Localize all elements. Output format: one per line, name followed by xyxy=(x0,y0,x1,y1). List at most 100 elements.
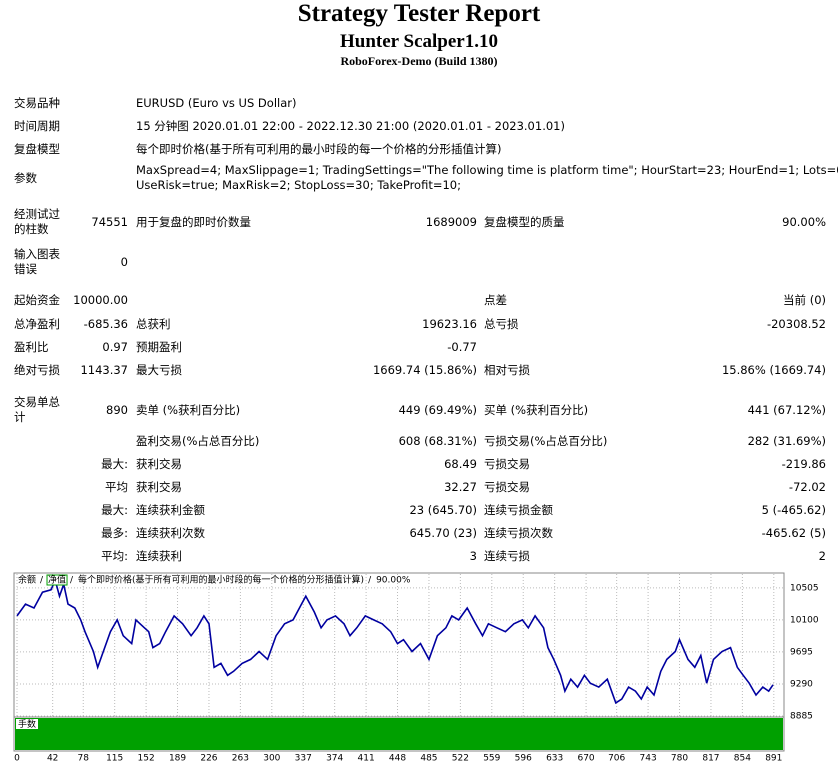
stat-label: 绝对亏损 xyxy=(14,362,60,377)
info-row: 时间周期 15 分钟图 2020.01.01 22:00 - 2022.12.30… xyxy=(0,116,838,136)
stats-row: 经测试过的柱数 74551 用于复盘的即时价数量 1689009 复盘模型的质量 90.0… xyxy=(0,206,838,238)
stat-value: 10000.00 xyxy=(73,292,128,307)
stat-value: 2 xyxy=(818,548,826,563)
stats-row: 绝对亏损 1143.37 最大亏损 1669.74 (15.86%) 相对亏损 15.86… xyxy=(0,360,838,380)
x-tick-label: 374 xyxy=(326,754,343,764)
stat-label: 最大亏损 xyxy=(136,362,182,377)
stat-label: 点差 xyxy=(484,292,507,307)
x-tick-label: 633 xyxy=(546,754,563,764)
x-tick-label: 448 xyxy=(389,754,406,764)
stat-value: 608 (68.31%) xyxy=(398,433,477,448)
stat-value: 当前 (0) xyxy=(783,292,826,307)
x-tick-label: 670 xyxy=(577,754,594,764)
stat-label: 总净盈利 xyxy=(14,316,60,331)
stat-value: -465.62 (5) xyxy=(761,525,826,540)
stat-value: 1669.74 (15.86%) xyxy=(372,362,477,377)
y-tick-label: 10505 xyxy=(790,583,819,593)
x-tick-label: 854 xyxy=(734,754,751,764)
stat-value: 最多: xyxy=(101,525,128,540)
stat-value: 74551 xyxy=(91,214,128,229)
x-tick-label: 115 xyxy=(106,754,123,764)
stat-value: 0 xyxy=(120,254,128,269)
stat-value: 19623.16 xyxy=(422,316,477,331)
stats-row: 平均: 连续获利 3 连续亏损 2 xyxy=(0,546,838,566)
legend-separator: / xyxy=(368,576,372,586)
stat-label: 亏损交易 xyxy=(484,479,530,494)
stats-row: 起始资金 10000.00 点差 当前 (0) xyxy=(0,290,838,310)
stat-label: 起始资金 xyxy=(14,292,60,307)
legend-model: 每个即时价格(基于所有可利用的最小时段的每一个价格的分形插值计算) xyxy=(78,574,364,586)
stat-label: 连续获利金额 xyxy=(136,502,205,517)
stat-label: 总获利 xyxy=(136,316,171,331)
info-row: 交易品种 EURUSD (Euro vs US Dollar) xyxy=(0,93,838,113)
stat-value: 645.70 (23) xyxy=(409,525,477,540)
stat-value: 282 (31.69%) xyxy=(747,433,826,448)
stat-label: 连续获利次数 xyxy=(136,525,205,540)
y-tick-label: 10100 xyxy=(790,615,819,625)
stat-value: 23 (645.70) xyxy=(409,502,477,517)
expert-name: Hunter Scalper1.10 xyxy=(340,31,498,52)
stat-label: 输入图表错误 xyxy=(14,247,60,276)
stat-label: 用于复盘的即时价数量 xyxy=(136,214,251,229)
stat-value: 0.97 xyxy=(102,339,128,354)
volume-label: 手数 xyxy=(18,718,36,730)
stat-label: 亏损交易(%占总百分比) xyxy=(484,433,608,448)
build-info: RoboForex-Demo (Build 1380) xyxy=(340,54,498,68)
stat-label: 获利交易 xyxy=(136,456,182,471)
x-tick-label: 596 xyxy=(515,754,532,764)
stat-value: 15.86% (1669.74) xyxy=(721,362,826,377)
x-tick-label: 263 xyxy=(232,754,249,764)
stat-value: -219.86 xyxy=(781,456,826,471)
legend-quality: 90.00% xyxy=(376,576,411,586)
info-row: 参数 MaxSpread=4; MaxSlippage=1; TradingSet… xyxy=(0,161,838,195)
stat-label: 交易单总计 xyxy=(14,395,60,424)
volume-label-box xyxy=(16,719,38,729)
x-tick-label: 780 xyxy=(671,754,688,764)
stats-row: 最大: 获利交易 68.49 亏损交易 -219.86 xyxy=(0,454,838,474)
stat-value: 3 xyxy=(469,548,477,563)
y-tick-label: 9695 xyxy=(790,647,813,657)
x-tick-label: 485 xyxy=(420,754,437,764)
balance-line xyxy=(16,577,774,705)
report-title: Strategy Tester Report xyxy=(297,0,541,27)
stat-value: 最大: xyxy=(101,502,128,517)
info-row: 复盘模型 每个即时价格(基于所有可利用的最小时段的每一个价格的分形插值计算) xyxy=(0,139,838,159)
stat-label: 盈利交易(%占总百分比) xyxy=(136,433,260,448)
stat-value: 441 (67.12%) xyxy=(747,402,826,417)
stat-label: 复盘模型的质量 xyxy=(484,214,565,229)
x-tick-label: 411 xyxy=(358,754,375,764)
info-label: 参数 xyxy=(14,170,37,185)
info-value: 每个即时价格(基于所有可利用的最小时段的每一个价格的分形插值计算) xyxy=(136,141,502,156)
x-tick-label: 226 xyxy=(200,754,217,764)
stat-value: -0.77 xyxy=(447,339,477,354)
stat-label: 卖单 (%获利百分比) xyxy=(136,402,241,417)
stat-value: 5 (-465.62) xyxy=(761,502,826,517)
info-value-line: UseRisk=true; MaxRisk=2; StopLoss=30; Ta… xyxy=(136,178,461,192)
stat-label: 连续亏损金额 xyxy=(484,502,553,517)
stat-value: 平均: xyxy=(101,548,128,563)
info-value: EURUSD (Euro vs US Dollar) xyxy=(136,95,297,110)
x-tick-label: 891 xyxy=(765,754,782,764)
stat-value: -20308.52 xyxy=(766,316,826,331)
stat-label: 连续亏损 xyxy=(484,548,530,563)
info-label: 时间周期 xyxy=(14,118,60,133)
x-tick-label: 337 xyxy=(295,754,312,764)
stat-label: 买单 (%获利百分比) xyxy=(484,402,589,417)
stat-value: 90.00% xyxy=(782,214,826,229)
stat-label: 总亏损 xyxy=(484,316,519,331)
legend-separator: / xyxy=(40,576,44,586)
x-tick-label: 559 xyxy=(483,754,500,764)
stats-row: 盈利交易(%占总百分比) 608 (68.31%) 亏损交易(%占总百分比) 282 … xyxy=(0,431,838,451)
info-value: MaxSpread=4; MaxSlippage=1; TradingSetti… xyxy=(136,161,838,195)
stat-label: 预期盈利 xyxy=(136,339,182,354)
x-tick-label: 78 xyxy=(78,754,90,764)
stat-value: 890 xyxy=(106,402,128,417)
stats-row: 盈利比 0.97 预期盈利 -0.77 xyxy=(0,337,838,357)
x-tick-label: 706 xyxy=(608,754,625,764)
info-value: 15 分钟图 2020.01.01 22:00 - 2022.12.30 21:… xyxy=(136,118,565,133)
x-tick-label: 743 xyxy=(640,754,657,764)
stats-row: 输入图表错误 0 xyxy=(0,246,838,278)
info-label: 复盘模型 xyxy=(14,141,60,156)
stat-label: 连续获利 xyxy=(136,548,182,563)
